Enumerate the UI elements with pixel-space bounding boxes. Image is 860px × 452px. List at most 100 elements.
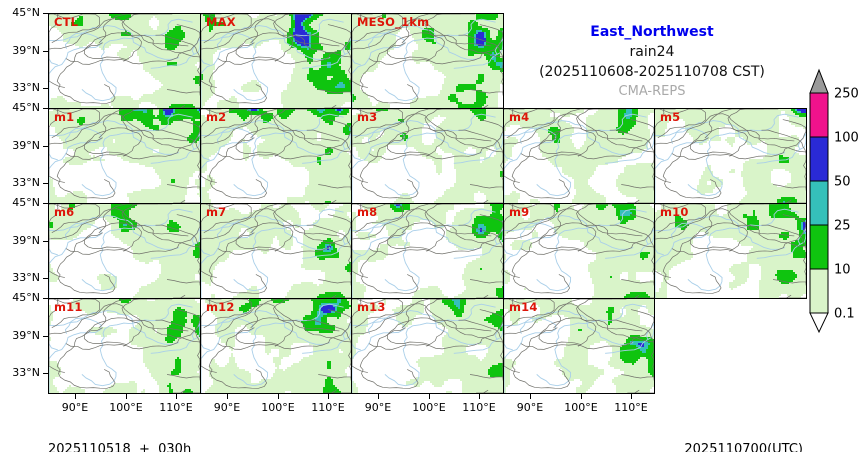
panel-m9: m9 (503, 203, 655, 299)
lat-tick-label: 33°N (12, 366, 40, 379)
lon-tick (479, 394, 480, 399)
lon-tick (378, 394, 379, 399)
panel-label-m8: m8 (357, 205, 378, 219)
panel-MESO_1km: MESO_1km (351, 13, 504, 109)
precip-map-m9 (504, 204, 654, 298)
panel-label-m7: m7 (206, 205, 227, 219)
colorbar-tick-label: 250 (834, 87, 859, 102)
colorbar-tick-label: 100 (834, 131, 859, 146)
precip-map-m2 (201, 109, 351, 203)
precip-map-m5 (655, 109, 806, 203)
lon-tick (278, 394, 279, 399)
precip-map-m1 (49, 109, 200, 203)
panel-m12: m12 (200, 298, 352, 394)
lon-tick-label: 90°E (364, 401, 392, 414)
lon-tick-label: 90°E (213, 401, 241, 414)
panel-label-m10: m10 (660, 205, 689, 219)
colorbar-segment (809, 92, 829, 138)
lon-tick-label: 90°E (61, 401, 89, 414)
lat-tick-label: 45°N (12, 101, 40, 114)
region-title: East_Northwest (590, 24, 714, 40)
lat-tick-label: 39°N (12, 234, 40, 247)
panel-label-m11: m11 (54, 300, 83, 314)
lat-tick (43, 183, 48, 184)
lat-tick-label: 45°N (12, 291, 40, 304)
lon-tick (631, 394, 632, 399)
lon-tick (75, 394, 76, 399)
lat-tick-label: 33°N (12, 271, 40, 284)
title-block: East_Northwest rain24 (2025110608-202511… (503, 22, 801, 102)
panel-label-m12: m12 (206, 300, 235, 314)
colorbar-segment (809, 224, 829, 270)
lon-tick-label: 110°E (462, 401, 496, 414)
lon-tick-label: 100°E (261, 401, 295, 414)
variable-title: rain24 (629, 44, 675, 60)
precip-map-CTL (49, 14, 200, 108)
lat-tick (43, 203, 48, 204)
panel-label-m14: m14 (509, 300, 538, 314)
panel-m2: m2 (200, 108, 352, 204)
panel-label-m6: m6 (54, 205, 75, 219)
lat-tick (43, 241, 48, 242)
lat-tick-label: 45°N (12, 196, 40, 209)
panel-m1: m1 (48, 108, 201, 204)
panel-m7: m7 (200, 203, 352, 299)
precip-map-m6 (49, 204, 200, 298)
precip-map-MESO_1km (352, 14, 503, 108)
precip-map-m4 (504, 109, 654, 203)
lat-tick-label: 33°N (12, 81, 40, 94)
colorbar-segment (809, 180, 829, 226)
lon-tick-label: 110°E (159, 401, 193, 414)
lat-tick-label: 45°N (12, 6, 40, 19)
precip-map-m8 (352, 204, 503, 298)
precip-map-m12 (201, 299, 351, 393)
valid-time-utc: 2025110700(UTC) (684, 442, 803, 452)
panel-label-m3: m3 (357, 110, 378, 124)
colorbar-tick-label: 0.1 (834, 307, 855, 322)
lat-tick (43, 298, 48, 299)
lon-tick (429, 394, 430, 399)
lat-tick (43, 336, 48, 337)
lat-tick-label: 39°N (12, 44, 40, 57)
lon-tick-label: 90°E (516, 401, 544, 414)
lon-tick (176, 394, 177, 399)
lon-tick (328, 394, 329, 399)
panel-m4: m4 (503, 108, 655, 204)
panel-label-m5: m5 (660, 110, 681, 124)
precip-map-m11 (49, 299, 200, 393)
colorbar-under-arrow (809, 312, 829, 334)
panel-m5: m5 (654, 108, 807, 204)
lat-tick-label: 39°N (12, 329, 40, 342)
lon-tick-label: 110°E (311, 401, 345, 414)
colorbar-segment (809, 268, 829, 314)
panel-m13: m13 (351, 298, 504, 394)
precip-map-m7 (201, 204, 351, 298)
precip-map-MAX (201, 14, 351, 108)
colorbar-over-arrow (809, 68, 829, 94)
lat-tick (43, 108, 48, 109)
init-time-line1: 2025110518 + 030h (48, 442, 192, 452)
model-title: CMA-REPS (618, 84, 686, 99)
valid-times: 2025110700(UTC) 2025110708(CST) (684, 410, 803, 452)
lat-tick-label: 39°N (12, 139, 40, 152)
panel-m11: m11 (48, 298, 201, 394)
panel-label-MAX: MAX (206, 15, 236, 29)
lon-tick (581, 394, 582, 399)
lat-tick (43, 373, 48, 374)
lon-tick (227, 394, 228, 399)
lon-tick-label: 100°E (564, 401, 598, 414)
precip-map-m10 (655, 204, 806, 298)
lat-tick (43, 278, 48, 279)
panel-m3: m3 (351, 108, 504, 204)
colorbar-tick-label: 50 (834, 175, 851, 190)
lon-tick (126, 394, 127, 399)
precip-map-m13 (352, 299, 503, 393)
lat-tick (43, 51, 48, 52)
period-title: (2025110608-2025110708 CST) (539, 64, 765, 80)
panel-label-m1: m1 (54, 110, 75, 124)
colorbar-segment (809, 136, 829, 182)
lon-tick-label: 100°E (412, 401, 446, 414)
lat-tick (43, 13, 48, 14)
panel-label-m2: m2 (206, 110, 227, 124)
